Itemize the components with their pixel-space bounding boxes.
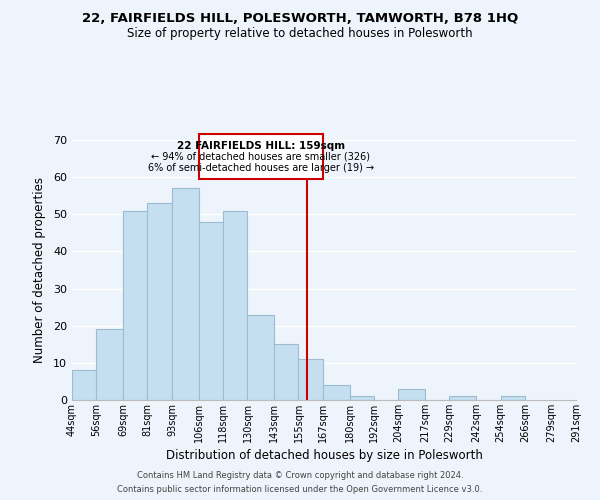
Bar [449,396,476,400]
Text: Size of property relative to detached houses in Polesworth: Size of property relative to detached ho… [127,28,473,40]
Y-axis label: Number of detached properties: Number of detached properties [33,177,46,363]
Text: Contains HM Land Registry data © Crown copyright and database right 2024.: Contains HM Land Registry data © Crown c… [137,471,463,480]
Bar [199,222,223,400]
Bar [223,210,247,400]
Bar [148,203,172,400]
Text: ← 94% of detached houses are smaller (326): ← 94% of detached houses are smaller (32… [151,152,370,162]
Bar [323,385,350,400]
Bar [172,188,199,400]
Text: 22, FAIRFIELDS HILL, POLESWORTH, TAMWORTH, B78 1HQ: 22, FAIRFIELDS HILL, POLESWORTH, TAMWORT… [82,12,518,26]
Bar [247,314,274,400]
Bar [97,330,123,400]
Bar [500,396,525,400]
Bar [274,344,298,400]
Bar [298,359,323,400]
Text: 6% of semi-detached houses are larger (19) →: 6% of semi-detached houses are larger (1… [148,163,374,173]
X-axis label: Distribution of detached houses by size in Polesworth: Distribution of detached houses by size … [166,449,482,462]
Text: 22 FAIRFIELDS HILL: 159sqm: 22 FAIRFIELDS HILL: 159sqm [176,140,345,150]
Bar [398,389,425,400]
Bar [123,210,148,400]
Bar [72,370,97,400]
Bar [199,134,323,179]
Bar [350,396,374,400]
Text: Contains public sector information licensed under the Open Government Licence v3: Contains public sector information licen… [118,485,482,494]
